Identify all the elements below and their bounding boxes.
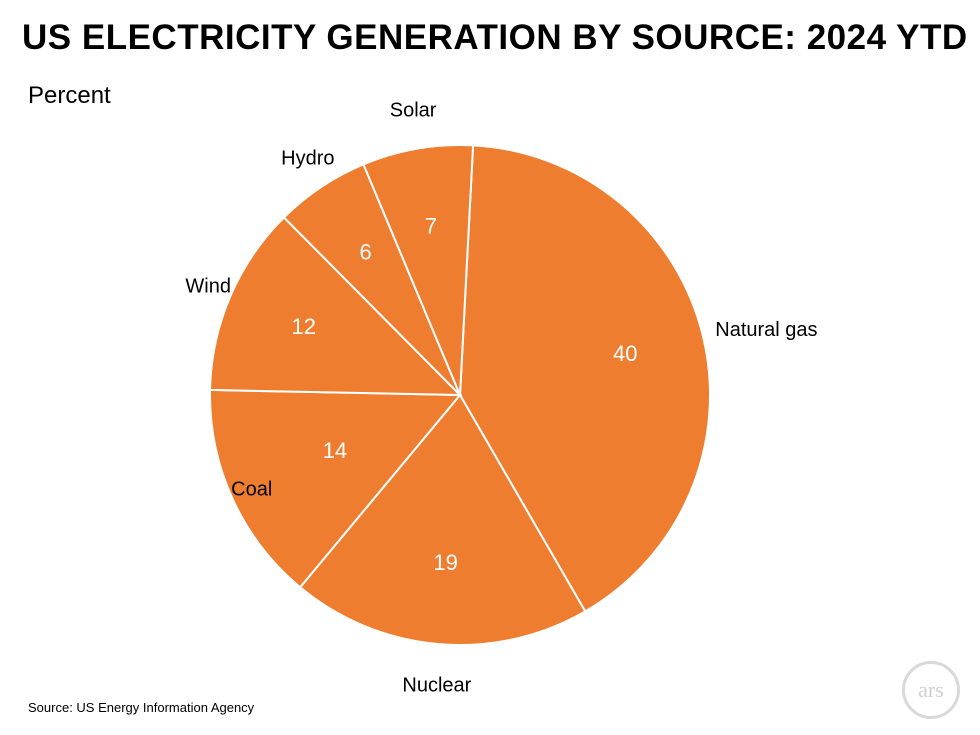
- slice-value: 40: [613, 341, 637, 366]
- slice-value: 7: [425, 213, 437, 238]
- slice-value: 19: [433, 550, 457, 575]
- slice-label: Nuclear: [402, 674, 471, 696]
- slice-value: 12: [292, 314, 316, 339]
- slice-label: Wind: [185, 275, 231, 297]
- source-attribution: Source: US Energy Information Agency: [28, 700, 254, 715]
- slice-label: Coal: [231, 478, 272, 500]
- slice-value: 6: [359, 239, 371, 264]
- slice-value: 14: [323, 438, 347, 463]
- slice-label: Natural gas: [715, 319, 817, 341]
- slice-label: Solar: [390, 99, 437, 121]
- ars-logo: ars: [902, 661, 960, 719]
- ars-logo-icon: ars: [902, 661, 960, 719]
- pie-chart: 40 Natural gas 19 Nuclear 14 Coal 12 Wind 6 Hydro…: [0, 0, 980, 735]
- slice-label: Hydro: [281, 147, 334, 169]
